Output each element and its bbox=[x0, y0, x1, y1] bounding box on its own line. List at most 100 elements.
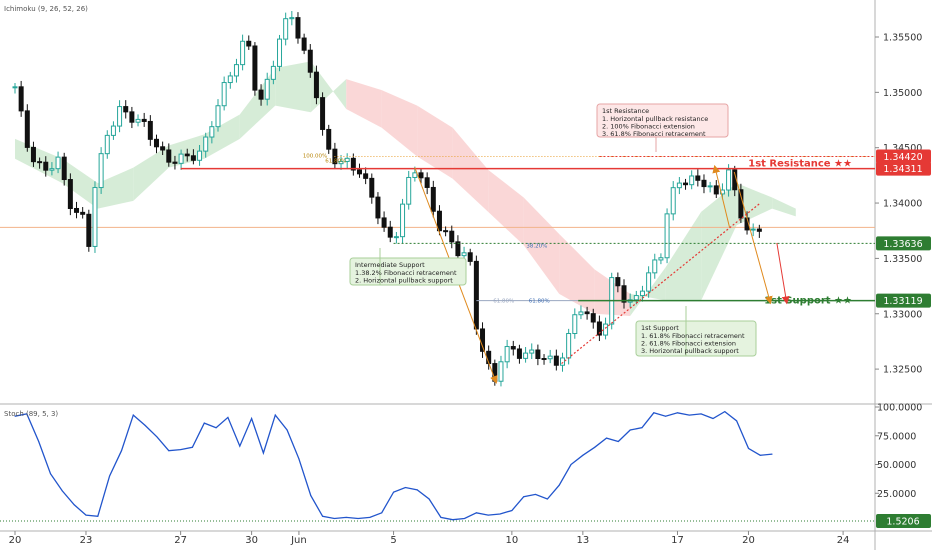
stoch-point bbox=[369, 516, 371, 518]
resistance-label: 1st Resistance ★★ bbox=[748, 159, 852, 170]
ichimoku-label: Ichimoku (9, 26, 52, 26) bbox=[4, 5, 88, 13]
candle-body bbox=[713, 185, 719, 195]
fib-label-618-top: 61.80% bbox=[325, 159, 346, 165]
stoch-tick-label: 100.0000 bbox=[877, 403, 922, 414]
candle-body bbox=[117, 106, 123, 127]
candle-body bbox=[480, 328, 486, 352]
candle-body bbox=[80, 211, 86, 215]
price-tag-bg bbox=[876, 149, 931, 164]
stoch-indicator-label: Stoch (89, 5, 3) bbox=[4, 410, 58, 418]
ichimoku-cloud-segment bbox=[665, 211, 702, 301]
stoch-point bbox=[523, 496, 525, 498]
target-arrow bbox=[776, 242, 790, 305]
ichimoku-cloud-segment bbox=[452, 127, 489, 212]
time-tick-label: 10 bbox=[505, 535, 518, 546]
candle-body bbox=[443, 230, 449, 233]
time-tick-label: 24 bbox=[837, 535, 850, 546]
candle-body bbox=[135, 118, 141, 123]
stoch-point bbox=[653, 412, 655, 414]
candle-body bbox=[683, 182, 689, 186]
candle-body bbox=[639, 290, 645, 297]
stoch-point bbox=[239, 445, 241, 447]
candle-body bbox=[49, 168, 55, 171]
candle-body bbox=[24, 110, 30, 148]
stoch-point bbox=[511, 510, 513, 511]
candle-body bbox=[596, 321, 602, 336]
stoch-point bbox=[535, 493, 537, 495]
candle-body bbox=[547, 355, 553, 360]
stoch-point bbox=[14, 415, 16, 417]
stoch-point bbox=[357, 518, 359, 520]
ichimoku-cloud-segment bbox=[381, 90, 418, 157]
price-tag-text: 1.33119 bbox=[883, 296, 922, 307]
candle-body bbox=[664, 213, 670, 259]
candle-body bbox=[221, 82, 227, 107]
ichimoku-cloud-segment bbox=[559, 234, 595, 314]
ichimoku-cloud-segment bbox=[488, 169, 524, 246]
candle-body bbox=[449, 230, 455, 243]
candle-body bbox=[283, 18, 289, 40]
fib-label-382: 38.20% bbox=[526, 243, 547, 249]
stoch-point bbox=[132, 414, 134, 416]
stoch-point bbox=[286, 429, 288, 431]
candle-body bbox=[98, 153, 104, 189]
annotation-box-resistance bbox=[596, 103, 729, 138]
candle-body bbox=[523, 352, 529, 359]
ichimoku-cloud-segment bbox=[15, 138, 63, 184]
stoch-point bbox=[759, 454, 761, 456]
candle-body bbox=[633, 295, 639, 301]
stoch-point bbox=[97, 515, 99, 517]
candle-body bbox=[590, 313, 596, 323]
stoch-point bbox=[381, 512, 383, 514]
stoch-point bbox=[215, 427, 217, 429]
candle-body bbox=[369, 177, 375, 198]
candle-body bbox=[381, 217, 387, 228]
candle-body bbox=[615, 277, 621, 287]
candle-body bbox=[289, 17, 295, 20]
ichimoku-cloud-segment bbox=[133, 145, 169, 201]
price-tag-text: 1.34311 bbox=[883, 164, 922, 175]
candle-body bbox=[190, 155, 196, 161]
stoch-point bbox=[227, 416, 229, 418]
annotation-line-resistance: 1. Horizontal pullback resistance bbox=[602, 115, 708, 123]
stoch-point bbox=[298, 458, 300, 460]
price-tag-text: 1.33636 bbox=[883, 239, 922, 250]
price-tick-label: 1.32500 bbox=[883, 365, 922, 376]
trend-line bbox=[561, 202, 761, 365]
annotation-line-support: 1. 61.8% Fibonacci retracement bbox=[641, 332, 745, 340]
time-tick-label: Jun bbox=[290, 535, 307, 546]
stoch-point bbox=[404, 487, 406, 488]
ichimoku-cloud-segment bbox=[62, 158, 98, 209]
ichimoku-cloud-segment bbox=[275, 61, 311, 113]
annotation-line-support: 2. 61.8% Fibonacci extension bbox=[641, 340, 736, 348]
candle-body bbox=[473, 260, 479, 330]
stoch-point bbox=[345, 516, 347, 518]
stoch-tag-text: 1.5206 bbox=[886, 517, 919, 528]
stoch-point bbox=[262, 452, 264, 454]
candle-body bbox=[412, 172, 418, 178]
time-tick-label: 20 bbox=[9, 535, 22, 546]
stoch-point bbox=[322, 515, 324, 517]
candle-body bbox=[55, 156, 61, 170]
annotation-line-resistance: 3. 61.8% Fibonacci retracement bbox=[602, 130, 706, 138]
candle-body bbox=[141, 118, 147, 122]
time-tick-label: 5 bbox=[390, 535, 396, 546]
candle-body bbox=[676, 182, 682, 189]
stoch-point bbox=[156, 436, 158, 438]
stoch-point bbox=[700, 413, 702, 415]
price-tick-label: 1.33500 bbox=[883, 254, 922, 265]
stoch-point bbox=[109, 475, 111, 477]
stoch-point bbox=[665, 415, 667, 417]
stoch-point bbox=[333, 518, 335, 520]
candle-body bbox=[424, 177, 430, 188]
price-tag-bg bbox=[876, 236, 931, 251]
annotation-line-support: 3. Horizontal pullback support bbox=[641, 347, 739, 355]
candle-body bbox=[86, 213, 92, 247]
ichimoku-cloud-segment bbox=[417, 105, 453, 179]
candle-body bbox=[37, 161, 43, 164]
candle-body bbox=[695, 175, 701, 181]
stoch-point bbox=[629, 429, 631, 431]
stoch-point bbox=[38, 441, 40, 442]
candle-body bbox=[277, 38, 283, 67]
